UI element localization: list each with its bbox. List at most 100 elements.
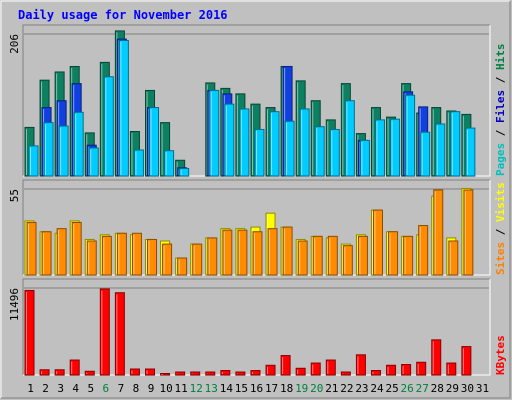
legend-entry: / xyxy=(494,123,507,143)
bar-pages xyxy=(209,89,220,177)
bar-pages xyxy=(329,128,340,177)
bar-pages xyxy=(390,118,401,177)
bar-sites xyxy=(388,231,399,276)
x-tick-label: 2 xyxy=(42,382,49,395)
x-tick-label: 24 xyxy=(370,382,384,395)
x-tick-label: 27 xyxy=(416,382,429,395)
bar-kbytes xyxy=(114,292,125,376)
bar-sites xyxy=(41,231,52,276)
x-tick-label: 14 xyxy=(220,382,234,395)
bar-kbytes xyxy=(325,359,336,376)
series-kbytes xyxy=(24,288,472,376)
bar-sites xyxy=(297,240,308,276)
x-axis-labels: 1 2 3 4 5 6 7 8 9 10 11 12 13 14 15 16 17 18 19 20 21 22 23 24 2… xyxy=(27,382,489,395)
bar-kbytes xyxy=(310,362,321,376)
chart-panels: 206 Pages / Files / Hits 55 Sites / Visits 1… xyxy=(8,24,507,376)
bar-pages xyxy=(133,149,144,177)
bar-kbytes xyxy=(431,339,442,376)
bar-kbytes xyxy=(54,369,65,376)
bar-pages xyxy=(450,111,461,177)
bar-sites xyxy=(372,209,383,276)
legend-entry: / xyxy=(494,70,507,90)
y-axis-max-label: 55 xyxy=(8,189,21,202)
legend-entry: Sites xyxy=(494,242,507,275)
panel-border-dark xyxy=(22,278,490,375)
y-axis-max-label: 206 xyxy=(8,34,21,54)
x-tick-label: 1 xyxy=(27,382,34,395)
x-tick-label: 5 xyxy=(87,382,94,395)
bar-pages xyxy=(420,131,431,177)
x-tick-label: 12 xyxy=(190,382,203,395)
bar-pages xyxy=(224,103,235,177)
bar-sites xyxy=(147,238,158,276)
x-tick-label: 8 xyxy=(133,382,140,395)
bar-pages xyxy=(269,111,280,177)
chart-title: Daily usage for November 2016 xyxy=(18,8,228,22)
bar-sites xyxy=(207,237,218,276)
bar-sites xyxy=(237,229,248,276)
bar-pages xyxy=(284,120,295,177)
x-tick-label: 19 xyxy=(295,382,308,395)
legend-entry: Hits xyxy=(494,44,507,71)
bar-kbytes xyxy=(129,368,140,376)
bar-pages xyxy=(239,108,250,177)
bar-sites xyxy=(162,243,173,276)
bar-kbytes xyxy=(190,371,201,376)
y-axis-max-label: 11496 xyxy=(8,288,21,321)
bar-pages xyxy=(465,127,476,177)
legend-entry: Visits xyxy=(494,182,507,222)
bar-pages xyxy=(43,122,54,177)
bar-kbytes xyxy=(175,371,186,376)
panel-mid: 55 Sites / Visits xyxy=(8,179,507,276)
bar-pages xyxy=(344,100,355,177)
bar-kbytes xyxy=(220,370,231,376)
x-tick-label: 29 xyxy=(446,382,459,395)
bar-kbytes xyxy=(355,354,366,376)
bar-sites xyxy=(192,243,203,276)
bar-kbytes xyxy=(461,346,472,376)
bar-kbytes xyxy=(446,362,457,376)
x-tick-label: 10 xyxy=(159,382,172,395)
bar-kbytes xyxy=(205,371,216,376)
bar-pages xyxy=(164,150,175,177)
bar-pages xyxy=(88,147,99,177)
bar-kbytes xyxy=(280,355,291,376)
bar-sites xyxy=(131,232,142,276)
bar-pages xyxy=(58,125,69,177)
x-tick-label: 18 xyxy=(280,382,293,395)
bar-sites xyxy=(357,235,368,276)
legend-entry: KBytes xyxy=(494,335,507,375)
bar-kbytes xyxy=(39,369,50,376)
bar-sites xyxy=(448,240,459,276)
bar-sites xyxy=(252,231,263,276)
bar-pages xyxy=(314,126,325,177)
bar-pages xyxy=(405,94,416,177)
bar-kbytes xyxy=(84,370,95,376)
x-tick-label: 31 xyxy=(476,382,489,395)
bar-sites xyxy=(267,228,278,276)
x-tick-label: 25 xyxy=(385,382,398,395)
panel-border-dark xyxy=(22,179,490,275)
panel-legend: KBytes xyxy=(494,335,507,375)
panel-legend: Pages / Files / Hits xyxy=(494,44,507,177)
bar-pages xyxy=(103,76,114,177)
bar-kbytes xyxy=(340,371,351,376)
bar-sites xyxy=(71,221,82,276)
bar-pages xyxy=(118,39,129,177)
bar-kbytes xyxy=(416,361,427,376)
bar-pages xyxy=(359,139,370,177)
bar-sites xyxy=(327,235,338,276)
x-tick-label: 26 xyxy=(401,382,414,395)
x-tick-label: 21 xyxy=(325,382,338,395)
x-tick-label: 4 xyxy=(72,382,79,395)
series-sites xyxy=(26,189,474,276)
bar-kbytes xyxy=(370,370,381,376)
x-tick-label: 11 xyxy=(175,382,188,395)
x-tick-label: 3 xyxy=(57,382,64,395)
bar-pages xyxy=(179,167,190,177)
bar-sites xyxy=(56,228,67,276)
bar-pages xyxy=(254,128,265,177)
